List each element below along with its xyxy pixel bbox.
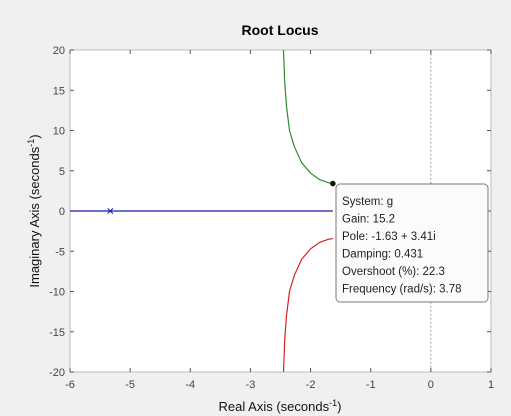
datatip-line: Pole: -1.63 + 3.41i (342, 231, 436, 243)
x-tick-label: -1 (366, 379, 376, 391)
x-axis-label: Real Axis (seconds-1) (219, 398, 342, 414)
y-axis-label: Imaginary Axis (seconds-1) (26, 134, 42, 287)
locus-upper-branch (282, 49, 333, 185)
markers-layer (107, 180, 336, 214)
datatip-line: Gain: 15.2 (342, 214, 395, 226)
datatip[interactable]: System: g Gain: 15.2 Pole: -1.63 + 3.41i Da… (335, 183, 489, 303)
y-tick-label: -10 (49, 287, 65, 299)
y-axis-label-sup: -1 (26, 139, 36, 147)
datatip-line: Damping: 0.431 (342, 249, 423, 261)
y-axis-label-text: Imaginary Axis (seconds (27, 146, 42, 287)
x-axis-label-text: Real Axis (seconds (219, 399, 330, 414)
datatip-line: System: g (342, 196, 393, 208)
x-tick-label: -4 (185, 379, 195, 391)
locus-lower-branch (282, 237, 333, 373)
x-tick-label: 0 (428, 379, 434, 391)
y-tick-label: 15 (53, 85, 65, 97)
y-tick-label: 0 (59, 206, 65, 218)
y-tick-label: 20 (53, 45, 65, 57)
x-axis-label-sup: -1 (329, 398, 337, 408)
x-tick-label: 1 (488, 379, 494, 391)
datatip-line: Overshoot (%): 22.3 (342, 266, 445, 278)
datatip-box[interactable] (335, 183, 489, 303)
y-tick-label: 5 (59, 166, 65, 178)
y-tick-label: -15 (49, 327, 65, 339)
y-tick-label: -5 (55, 246, 65, 258)
selected-pole-dot (330, 180, 336, 187)
chart-title: Root Locus (242, 22, 319, 38)
x-tick-label: -5 (125, 379, 135, 391)
x-axis-label-close: ) (337, 399, 341, 414)
y-tick-label: 10 (53, 126, 65, 138)
x-tick-label: -3 (246, 379, 256, 391)
y-tick-label: -20 (49, 367, 65, 379)
open-loop-pole-marker (107, 208, 114, 214)
y-axis-label-close: ) (27, 134, 42, 138)
pole-x-stroke-b (107, 208, 114, 214)
x-tick-label: -6 (65, 379, 75, 391)
x-tick-label: -2 (306, 379, 316, 391)
datatip-line: Frequency (rad/s): 3.78 (342, 284, 462, 296)
